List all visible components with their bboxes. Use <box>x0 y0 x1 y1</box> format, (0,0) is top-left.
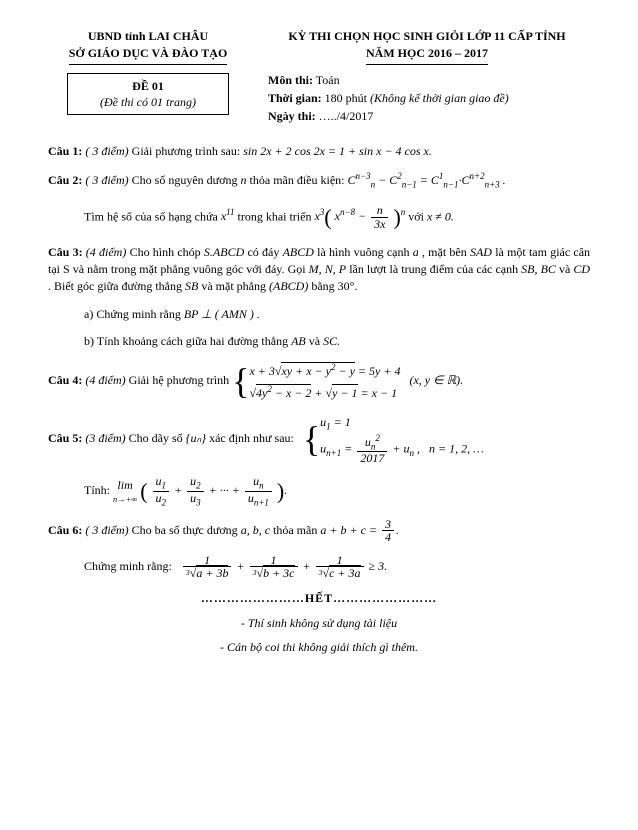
q2-var: n <box>241 173 247 187</box>
footer-note-1: - Thí sinh không sử dụng tài liệu <box>48 615 590 632</box>
exam-pages-note: (Đề thi có 01 trang) <box>78 94 218 110</box>
subject-value: Toán <box>316 73 340 87</box>
q1-label: Câu 1: <box>48 144 82 158</box>
header-left: UBND tỉnh LAI CHÂU SỞ GIÁO DỤC VÀ ĐÀO TẠ… <box>48 28 248 125</box>
question-6: Câu 6: ( 3 điểm) Cho ba số thực dương a,… <box>48 518 590 544</box>
q1-equation: sin 2x + 2 cos 2x = 1 + sin x − 4 cos x. <box>243 144 432 158</box>
q4-eq1: x + 3√xy + x − y2 − y = 5y + 4 <box>249 360 400 381</box>
end-marker: ……………………HẾT…………………… <box>48 590 590 607</box>
q5-label: Câu 5: <box>48 431 82 445</box>
q2-cond: với <box>408 209 427 223</box>
question-2-part2: Tìm hệ số của số hạng chứa x11 trong kha… <box>84 202 590 234</box>
q2-cond2: x ≠ 0. <box>427 209 454 223</box>
q4-system: { x + 3√xy + x − y2 − y = 5y + 4 √4y2 − … <box>232 360 400 402</box>
question-3a: a) Chứng minh rằng BP ⊥ ( AMN ) . <box>84 306 590 323</box>
q4-eq2: √4y2 − x − 2 + √y − 1 = x − 1 <box>249 382 400 403</box>
exam-meta: Môn thi: Toán Thời gian: 180 phút (Không… <box>268 71 590 125</box>
exam-code: ĐỀ 01 <box>78 78 218 94</box>
q4-points: (4 điểm) <box>85 373 128 387</box>
q6-points: ( 3 điểm) <box>85 523 131 537</box>
date-label: Ngày thi: <box>268 109 316 123</box>
q1-text: Giải phương trình sau: <box>132 144 244 158</box>
q2-eqtext2: trong khai triển <box>237 209 314 223</box>
q4-domain: (x, y ∈ ℝ). <box>409 373 463 387</box>
question-1: Câu 1: ( 3 điểm) Giải phương trình sau: … <box>48 143 590 160</box>
question-5-tinh: Tính: lim n→+∞ ( u1u2 + u2u3 + ··· + unu… <box>84 475 590 508</box>
header-right: KỲ THI CHỌN HỌC SINH GIỎI LỚP 11 CẤP TỈN… <box>264 28 590 125</box>
q5-rec: un+1 = un22017 + un , n = 1, 2, … <box>320 434 484 465</box>
q5-system: { u1 = 1 un+1 = un22017 + un , n = 1, 2,… <box>303 413 484 465</box>
question-2: Câu 2: ( 3 điểm) Cho số nguyên dương n t… <box>48 170 590 191</box>
footer-note-2: - Cán bộ coi thi không giải thích gì thê… <box>48 639 590 656</box>
question-5: Câu 5: (3 điểm) Cho dãy số {uₙ} xác định… <box>48 413 590 465</box>
exam-page: UBND tỉnh LAI CHÂU SỞ GIÁO DỤC VÀ ĐÀO TẠ… <box>0 0 638 830</box>
q2-text2: thỏa mãn điều kiện: <box>250 173 348 187</box>
province-line: UBND tỉnh LAI CHÂU <box>48 28 248 45</box>
q5-init: u1 = 1 <box>320 413 484 434</box>
q2-points: ( 3 điểm) <box>85 173 131 187</box>
duration-note: (Không kể thời gian giao đề) <box>370 91 509 105</box>
q2-label: Câu 2: <box>48 173 82 187</box>
q4-label: Câu 4: <box>48 373 82 387</box>
question-6-prove: Chứng minh rằng: 13√a + 3b + 13√b + 3c +… <box>84 554 590 580</box>
question-3: Câu 3: (4 điểm) Cho hình chóp S.ABCD có … <box>48 244 590 296</box>
q5-limit: lim n→+∞ ( u1u2 + u2u3 + ··· + unun+1 ). <box>113 483 287 497</box>
q2-expansion: x3( xn−8 − n3x )n <box>314 209 408 223</box>
q3-points: (4 điểm) <box>86 245 130 259</box>
subject-label: Môn thi: <box>268 73 313 87</box>
date-value: …../4/2017 <box>319 109 374 123</box>
exam-title-2: NĂM HỌC 2016 – 2017 <box>264 45 590 64</box>
q6-label: Câu 6: <box>48 523 82 537</box>
q2-text: Cho số nguyên dương <box>132 173 241 187</box>
exam-code-box: ĐỀ 01 (Đề thi có 01 trang) <box>67 73 229 115</box>
question-4: Câu 4: (4 điểm) Giải hệ phương trình { x… <box>48 360 590 402</box>
q2-eqtext: Tìm hệ số của số hạng chứa <box>84 209 221 223</box>
q2-condition-eq: Cn−3n − C2n−1 = C1n−1·Cn+2n+3 . <box>348 173 506 187</box>
department-line: SỞ GIÁO DỤC VÀ ĐÀO TẠO <box>48 45 248 64</box>
duration-value: 180 phút <box>325 91 370 105</box>
exam-title-1: KỲ THI CHỌN HỌC SINH GIỎI LỚP 11 CẤP TỈN… <box>264 28 590 45</box>
q3-label: Câu 3: <box>48 245 83 259</box>
q6-inequality: 13√a + 3b + 13√b + 3c + 13√c + 3a ≥ 3. <box>181 559 387 573</box>
q5-points: (3 điểm) <box>85 431 128 445</box>
q1-points: ( 3 điểm) <box>85 144 131 158</box>
duration-label: Thời gian: <box>268 91 322 105</box>
header-block: UBND tỉnh LAI CHÂU SỞ GIÁO DỤC VÀ ĐÀO TẠ… <box>48 28 590 125</box>
q6-condition: a + b + c = 34. <box>320 523 399 537</box>
exam-body: Câu 1: ( 3 điểm) Giải phương trình sau: … <box>48 143 590 656</box>
question-3b: b) Tính khoảng cách giữa hai đường thẳng… <box>84 333 590 350</box>
